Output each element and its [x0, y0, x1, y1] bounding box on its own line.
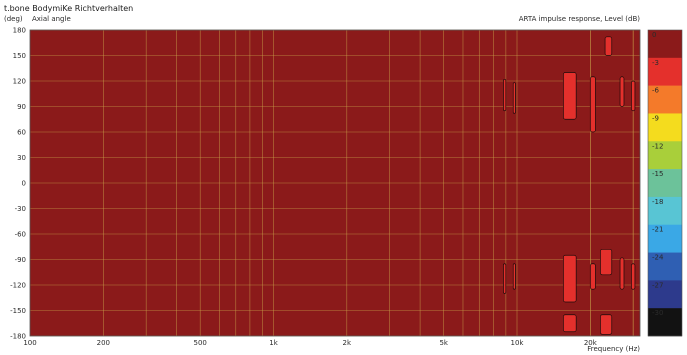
colorbar-tick-label: -21 [652, 226, 663, 234]
colorbar: 0 -3 -6 -9 -12 -15 -18 -21 -24 -27 -30 [647, 29, 683, 337]
y-tick-label: 180 [13, 27, 26, 35]
y-tick-label: 150 [13, 52, 26, 60]
colorbar-segment [648, 169, 682, 198]
x-tick-label: 5k [439, 339, 448, 347]
chart-title: t.bone BodymiKe Richtverhalten [4, 4, 133, 13]
contour-region [512, 82, 516, 114]
colorbar-segment [648, 224, 682, 253]
colorbar-segment [648, 252, 682, 281]
colorbar-tick-label: -18 [652, 198, 663, 206]
colorbar-segment [648, 196, 682, 226]
contour-region [562, 314, 577, 333]
colorbar-segment [648, 85, 682, 114]
y-tick-label: 60 [17, 129, 26, 137]
colorbar-frame [647, 29, 683, 337]
plot-area: 180 150 120 90 60 30 0 -30 -60 -90 -120 -150 -180100… [10, 27, 641, 347]
colorbar-segment [648, 57, 682, 86]
contour-region [619, 76, 625, 107]
y-tick-label: -30 [15, 205, 26, 213]
y-tick-label: -150 [10, 307, 26, 315]
colorbar-tick-label: 0 [652, 31, 656, 39]
y-tick-label: 30 [17, 154, 26, 162]
contour-region [600, 248, 613, 276]
x-tick-label: 10k [511, 339, 525, 347]
x-tick-label: 1k [269, 339, 278, 347]
colorbar-title: ARTA impulse response, Level (dB) [519, 15, 641, 23]
y-tick-label: -180 [10, 333, 26, 341]
colorbar-segment [648, 308, 682, 337]
colorbar-tick-label: -24 [652, 254, 664, 262]
x-tick-label: 20k [584, 339, 598, 347]
y-tick-label: -90 [15, 256, 26, 264]
contour-region [512, 263, 516, 290]
y-tick-label: 0 [22, 180, 26, 188]
contour-region [562, 254, 577, 303]
contour-region [503, 78, 507, 112]
contour-region [589, 76, 596, 133]
colorbar-segment [648, 30, 682, 59]
contour-region [562, 72, 577, 120]
contour-region [600, 314, 613, 335]
y-axis-unit: (deg) [4, 15, 23, 23]
colorbar-tick-label: -27 [652, 281, 663, 289]
contour-region [619, 257, 625, 290]
colorbar-segment [648, 141, 682, 170]
x-axis-label: Frequency (Hz) [587, 345, 640, 353]
x-tick-label: 500 [194, 339, 207, 347]
colorbar-segment [648, 113, 682, 142]
colorbar-tick-label: -6 [652, 87, 660, 95]
colorbar-tick-label: -15 [652, 170, 663, 178]
contour-region [631, 80, 636, 112]
colorbar-tick-label: -12 [652, 142, 663, 150]
colorbar-tick-label: -3 [652, 59, 659, 67]
contour-region [631, 263, 636, 290]
colorbar-segment [648, 280, 682, 309]
contour-region [503, 263, 507, 294]
x-tick-label: 2k [343, 339, 352, 347]
contour-region [604, 36, 613, 56]
y-tick-label: -120 [10, 282, 26, 290]
y-tick-label: -60 [15, 231, 26, 239]
contour-region [589, 263, 596, 290]
colorbar-tick-label: -9 [652, 114, 659, 122]
x-tick-label: 100 [23, 339, 36, 347]
y-tick-label: 90 [17, 103, 26, 111]
y-axis-label: Axial angle [32, 15, 71, 23]
y-tick-label: 120 [13, 78, 26, 86]
x-tick-label: 200 [97, 339, 110, 347]
colorbar-tick-label: -30 [652, 309, 663, 317]
plot-frame [29, 29, 641, 337]
